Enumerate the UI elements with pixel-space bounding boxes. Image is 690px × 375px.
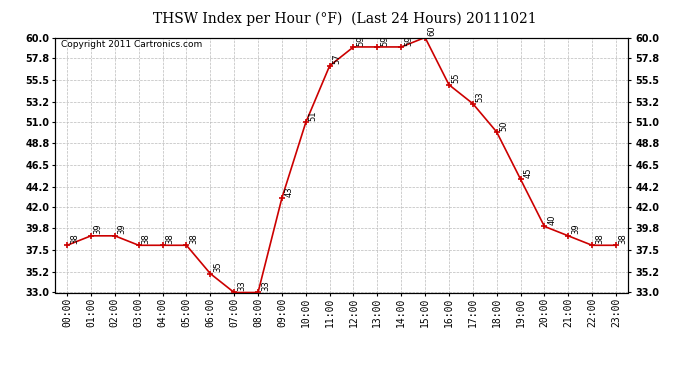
Text: 57: 57: [333, 54, 342, 64]
Text: 38: 38: [70, 233, 79, 244]
Text: 39: 39: [94, 224, 103, 234]
Text: 43: 43: [285, 186, 294, 196]
Text: 38: 38: [189, 233, 198, 244]
Text: 59: 59: [380, 35, 389, 45]
Text: 39: 39: [571, 224, 580, 234]
Text: 33: 33: [237, 280, 246, 291]
Text: 59: 59: [356, 35, 365, 45]
Text: THSW Index per Hour (°F)  (Last 24 Hours) 20111021: THSW Index per Hour (°F) (Last 24 Hours)…: [153, 11, 537, 26]
Text: 59: 59: [404, 35, 413, 45]
Text: 51: 51: [308, 111, 317, 121]
Text: 40: 40: [547, 214, 556, 225]
Text: 50: 50: [500, 120, 509, 130]
Text: Copyright 2011 Cartronics.com: Copyright 2011 Cartronics.com: [61, 40, 202, 49]
Text: 53: 53: [475, 92, 484, 102]
Text: 38: 38: [166, 233, 175, 244]
Text: 38: 38: [619, 233, 628, 244]
Text: 35: 35: [213, 262, 222, 272]
Text: 39: 39: [117, 224, 127, 234]
Text: 38: 38: [595, 233, 604, 244]
Text: 60: 60: [428, 26, 437, 36]
Text: 55: 55: [452, 73, 461, 83]
Text: 45: 45: [523, 167, 532, 178]
Text: 38: 38: [141, 233, 150, 244]
Text: 33: 33: [261, 280, 270, 291]
